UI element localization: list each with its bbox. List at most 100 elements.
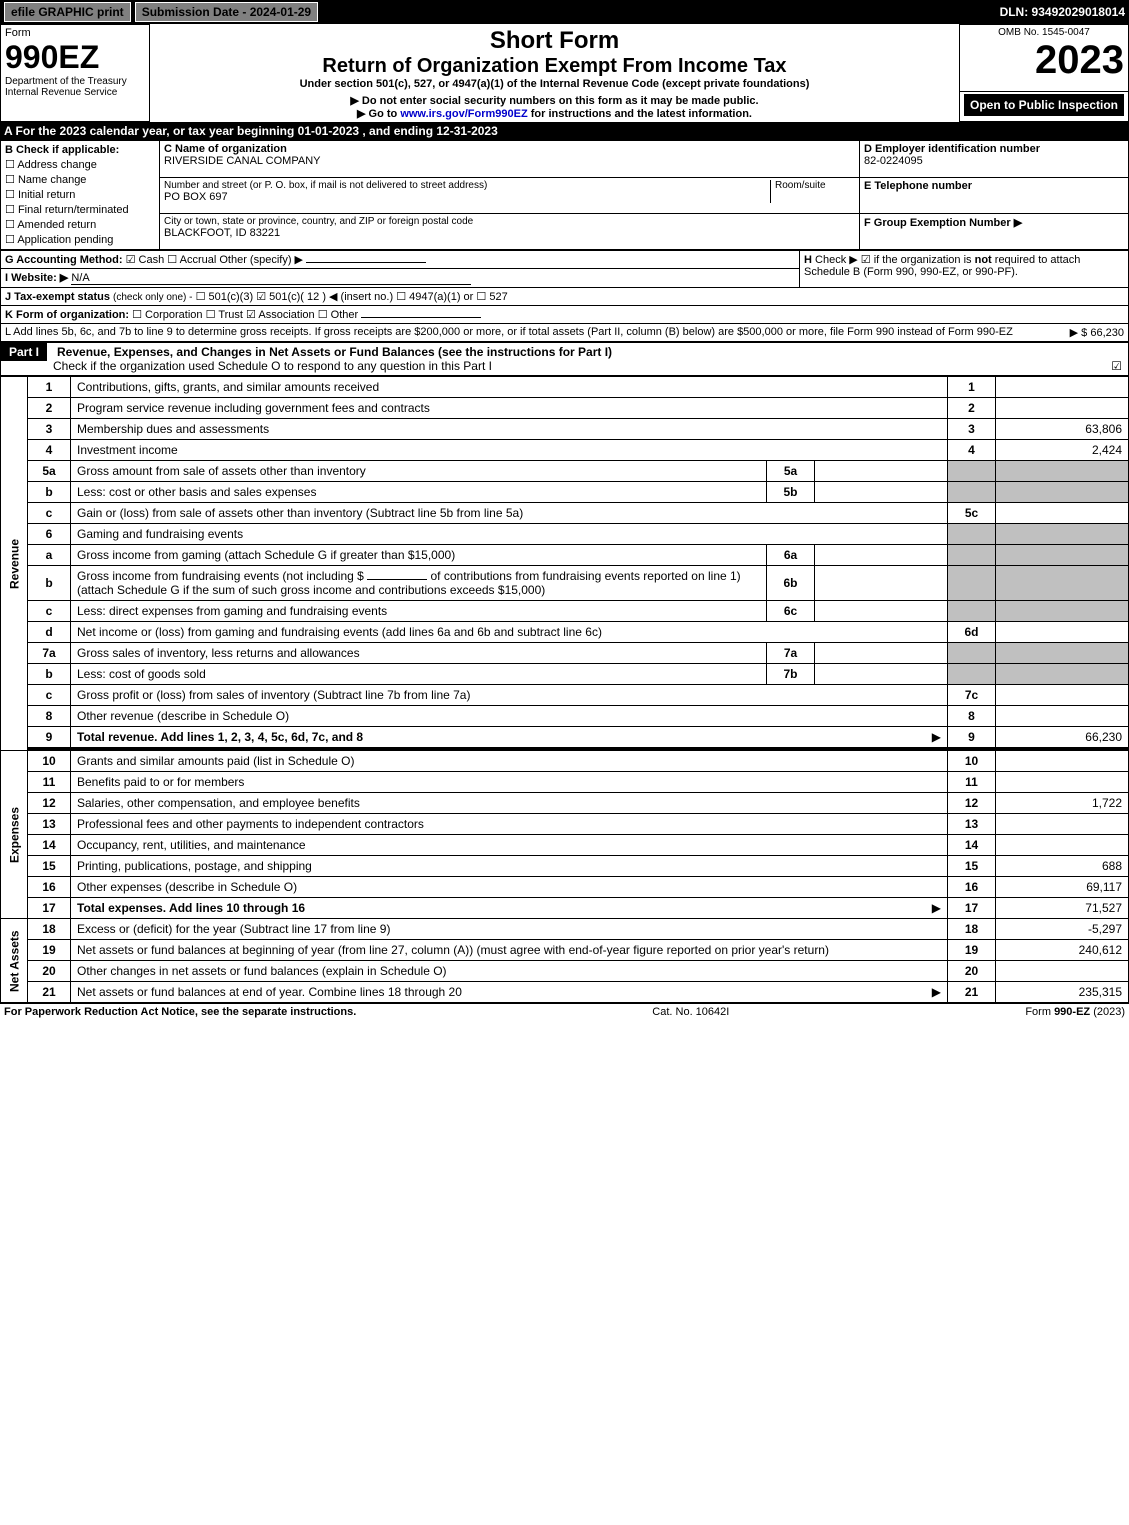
line9-val: 66,230 bbox=[996, 727, 1129, 748]
line1-desc: Contributions, gifts, grants, and simila… bbox=[77, 380, 379, 394]
line2-desc: Program service revenue including govern… bbox=[77, 401, 430, 415]
ssn-warning: ▶ Do not enter social security numbers o… bbox=[154, 94, 955, 107]
arrow-icon: ▶ bbox=[932, 901, 941, 915]
chk-501c[interactable]: ☑ bbox=[256, 290, 266, 303]
netassets-label: Net Assets bbox=[1, 919, 28, 1003]
short-form-title: Short Form bbox=[154, 27, 955, 55]
line18-desc: Excess or (deficit) for the year (Subtra… bbox=[77, 922, 390, 936]
form-number: 990EZ bbox=[5, 39, 145, 76]
line19-desc: Net assets or fund balances at beginning… bbox=[77, 943, 829, 957]
line21-desc: Net assets or fund balances at end of ye… bbox=[77, 985, 462, 999]
ein-value: 82-0224095 bbox=[864, 155, 1124, 167]
main-table: Revenue 1 Contributions, gifts, grants, … bbox=[0, 376, 1129, 1003]
tax-year: 2023 bbox=[964, 38, 1124, 83]
line12-desc: Salaries, other compensation, and employ… bbox=[77, 796, 360, 810]
line17-val: 71,527 bbox=[996, 898, 1129, 919]
chk-corp[interactable]: ☐ bbox=[132, 308, 142, 321]
footer-mid: Cat. No. 10642I bbox=[652, 1006, 729, 1018]
line16-val: 69,117 bbox=[996, 877, 1129, 898]
chk-assoc[interactable]: ☑ bbox=[246, 308, 256, 321]
chk-cash[interactable]: ☑ bbox=[126, 253, 136, 266]
addr-value: PO BOX 697 bbox=[164, 191, 770, 203]
omb-label: OMB No. 1545-0047 bbox=[964, 27, 1124, 38]
chk-address-change[interactable]: ☐ Address change bbox=[5, 157, 155, 172]
line7a-desc: Gross sales of inventory, less returns a… bbox=[77, 646, 360, 660]
line1-val bbox=[996, 377, 1129, 398]
chk-schedule-o[interactable]: ☑ bbox=[1111, 359, 1122, 373]
revenue-label: Revenue bbox=[1, 377, 28, 751]
line18-val: -5,297 bbox=[996, 919, 1129, 940]
line6c-desc: Less: direct expenses from gaming and fu… bbox=[77, 604, 387, 618]
ghijkl-block: G Accounting Method: ☑ Cash ☐ Accrual Ot… bbox=[0, 250, 1129, 342]
page-footer: For Paperwork Reduction Act Notice, see … bbox=[0, 1003, 1129, 1020]
line13-desc: Professional fees and other payments to … bbox=[77, 817, 424, 831]
line5a-desc: Gross amount from sale of assets other t… bbox=[77, 464, 366, 478]
g-other: Other (specify) ▶ bbox=[219, 254, 303, 266]
line5b-desc: Less: cost or other basis and sales expe… bbox=[77, 485, 316, 499]
f-label: F Group Exemption Number ▶ bbox=[864, 217, 1022, 229]
d-label: D Employer identification number bbox=[864, 143, 1040, 155]
line6d-desc: Net income or (loss) from gaming and fun… bbox=[77, 625, 602, 639]
line6-desc: Gaming and fundraising events bbox=[77, 527, 243, 541]
form-header: Form 990EZ Department of the Treasury In… bbox=[0, 24, 1129, 122]
i-label: I Website: ▶ bbox=[5, 272, 68, 284]
chk-initial-return[interactable]: ☐ Initial return bbox=[5, 187, 155, 202]
chk-final-return[interactable]: ☐ Final return/terminated bbox=[5, 202, 155, 217]
line15-desc: Printing, publications, postage, and shi… bbox=[77, 859, 312, 873]
submission-date-button[interactable]: Submission Date - 2024-01-29 bbox=[135, 2, 318, 22]
line12-val: 1,722 bbox=[996, 793, 1129, 814]
line3-val: 63,806 bbox=[996, 419, 1129, 440]
irs-label: Internal Revenue Service bbox=[5, 87, 145, 98]
line1-num: 1 bbox=[28, 377, 71, 398]
g-label: G Accounting Method: bbox=[5, 254, 123, 266]
chk-501c3[interactable]: ☐ bbox=[196, 290, 206, 303]
footer-left: For Paperwork Reduction Act Notice, see … bbox=[4, 1006, 356, 1018]
h-label: H bbox=[804, 254, 812, 266]
room-label: Room/suite bbox=[770, 180, 855, 203]
line14-desc: Occupancy, rent, utilities, and maintena… bbox=[77, 838, 306, 852]
line17-desc: Total expenses. Add lines 10 through 16 bbox=[77, 901, 305, 915]
chk-trust[interactable]: ☐ bbox=[206, 308, 216, 321]
website-value: N/A bbox=[71, 272, 471, 285]
line20-desc: Other changes in net assets or fund bala… bbox=[77, 964, 447, 978]
chk-accrual[interactable]: ☐ bbox=[167, 253, 177, 266]
part1-label: Part I bbox=[1, 343, 47, 361]
e-label: E Telephone number bbox=[864, 180, 972, 192]
j-label: J Tax-exempt status bbox=[5, 291, 110, 303]
chk-amended-return[interactable]: ☐ Amended return bbox=[5, 217, 155, 232]
chk-527[interactable]: ☐ bbox=[476, 290, 486, 303]
efile-print-button[interactable]: efile GRAPHIC print bbox=[4, 2, 131, 22]
part1-check-text: Check if the organization used Schedule … bbox=[53, 359, 492, 373]
chk-4947[interactable]: ☐ bbox=[396, 290, 406, 303]
l-text: L Add lines 5b, 6c, and 7b to line 9 to … bbox=[5, 326, 1013, 338]
org-name: RIVERSIDE CANAL COMPANY bbox=[164, 155, 855, 167]
chk-other[interactable]: ☐ bbox=[318, 308, 328, 321]
line6a-desc: Gross income from gaming (attach Schedul… bbox=[77, 548, 455, 562]
addr-label: Number and street (or P. O. box, if mail… bbox=[164, 180, 770, 191]
box-b: B Check if applicable: ☐ Address change … bbox=[5, 143, 155, 247]
line3-desc: Membership dues and assessments bbox=[77, 422, 269, 436]
line6b-desc1: Gross income from fundraising events (no… bbox=[77, 569, 364, 583]
dln-label: DLN: 93492029018014 bbox=[1000, 5, 1125, 19]
form-label: Form bbox=[5, 27, 145, 39]
line4-val: 2,424 bbox=[996, 440, 1129, 461]
info-block: B Check if applicable: ☐ Address change … bbox=[0, 140, 1129, 250]
line10-desc: Grants and similar amounts paid (list in… bbox=[77, 754, 354, 768]
chk-name-change[interactable]: ☐ Name change bbox=[5, 172, 155, 187]
part1-header: Part I Revenue, Expenses, and Changes in… bbox=[0, 342, 1129, 376]
under-section: Under section 501(c), 527, or 4947(a)(1)… bbox=[154, 78, 955, 90]
l-value: ▶ $ 66,230 bbox=[1070, 326, 1124, 339]
goto-link[interactable]: ▶ Go to www.irs.gov/Form990EZ for instru… bbox=[154, 107, 955, 120]
chk-application-pending[interactable]: ☐ Application pending bbox=[5, 232, 155, 247]
line15-val: 688 bbox=[996, 856, 1129, 877]
open-to-public: Open to Public Inspection bbox=[964, 94, 1124, 116]
line8-desc: Other revenue (describe in Schedule O) bbox=[77, 709, 289, 723]
c-label: C Name of organization bbox=[164, 143, 287, 155]
k-label: K Form of organization: bbox=[5, 309, 129, 321]
line9-desc: Total revenue. Add lines 1, 2, 3, 4, 5c,… bbox=[77, 730, 363, 744]
line19-val: 240,612 bbox=[996, 940, 1129, 961]
top-bar: efile GRAPHIC print Submission Date - 20… bbox=[0, 0, 1129, 24]
line5c-desc: Gain or (loss) from sale of assets other… bbox=[77, 506, 523, 520]
expenses-label: Expenses bbox=[1, 751, 28, 919]
box-b-title: B Check if applicable: bbox=[5, 144, 119, 156]
